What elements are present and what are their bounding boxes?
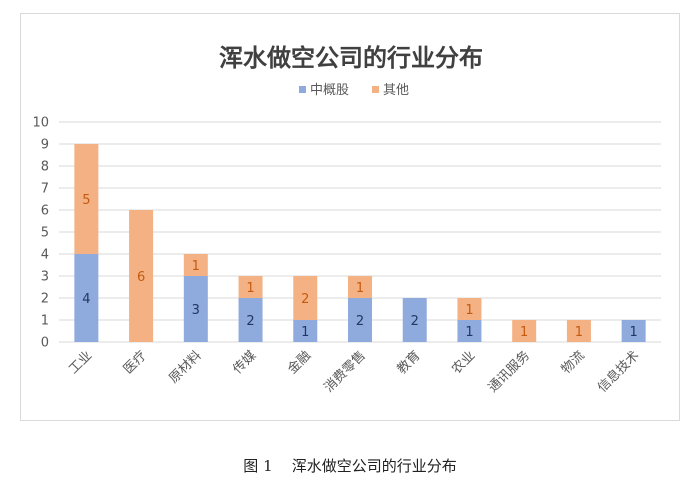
x-axis: 工业 医疗 原材料 传媒 金融 消费零售 教育 农业 通讯服务 物流 信息技术 [66, 348, 642, 396]
bar-segment [457, 298, 482, 320]
data-label: 3 [192, 303, 200, 318]
data-label: 1 [356, 281, 364, 296]
legend-swatch [299, 86, 306, 93]
data-label: 1 [192, 259, 200, 274]
data-label: 1 [465, 325, 473, 340]
x-category-label: 通讯服务 [485, 348, 533, 396]
data-label: 2 [301, 292, 309, 307]
chart-canvas: 浑水做空公司的行业分布 中概股 其他 0 1 2 3 4 5 6 7 8 9 10 4 5 6 3 1 2 1 1 2… [32, 44, 661, 396]
data-label: 1 [246, 281, 254, 296]
bar-segment [348, 276, 372, 298]
x-category-label: 物流 [559, 348, 588, 377]
figure-caption: 图 1 浑水做空公司的行业分布 [0, 455, 700, 476]
data-label: 1 [301, 325, 309, 340]
data-label: 6 [137, 270, 145, 285]
bar-segment [621, 320, 646, 342]
data-label: 2 [246, 314, 254, 329]
y-tick-label: 5 [41, 226, 49, 241]
x-category-label: 农业 [449, 348, 478, 377]
data-label: 1 [520, 325, 528, 340]
x-category-label: 工业 [66, 348, 95, 377]
data-label: 1 [629, 325, 637, 340]
data-label: 5 [82, 193, 90, 208]
x-category-label: 原材料 [166, 348, 204, 386]
bar-segment [348, 298, 372, 342]
legend-label: 中概股 [310, 83, 349, 98]
y-tick-label: 9 [41, 138, 49, 153]
y-tick-label: 0 [41, 336, 49, 351]
data-labels: 4 5 6 3 1 2 1 1 2 2 1 2 1 1 1 1 1 [82, 193, 638, 340]
bar-segment [238, 276, 263, 298]
bar-segment [457, 320, 482, 342]
bar-segment [293, 320, 318, 342]
data-label: 1 [575, 325, 583, 340]
y-tick-label: 4 [41, 248, 49, 263]
bar-segment [402, 298, 427, 342]
x-category-label: 信息技术 [594, 348, 642, 396]
legend: 中概股 其他 [299, 83, 409, 98]
bar-segment [512, 320, 537, 342]
x-category-label: 医疗 [121, 348, 150, 377]
bar-segment [74, 144, 99, 254]
x-category-label: 金融 [284, 348, 314, 378]
legend-swatch [372, 86, 379, 93]
gridlines [59, 121, 661, 343]
data-label: 4 [82, 292, 90, 307]
figure-caption-text: 浑水做空公司的行业分布 [291, 457, 457, 475]
bars [74, 144, 646, 342]
x-category-label: 教育 [394, 348, 424, 378]
legend-label: 其他 [383, 83, 409, 98]
bar-segment [183, 254, 208, 276]
bar-segment [293, 276, 318, 320]
y-tick-label: 3 [41, 270, 49, 285]
data-label: 2 [411, 314, 419, 329]
bar-segment [183, 276, 208, 342]
y-tick-label: 10 [32, 116, 49, 131]
y-tick-label: 8 [41, 160, 49, 175]
y-tick-label: 7 [41, 182, 49, 197]
y-tick-label: 6 [41, 204, 49, 219]
y-tick-label: 1 [41, 314, 49, 329]
y-tick-label: 2 [41, 292, 49, 307]
bar-segment [566, 320, 591, 342]
bar-segment [74, 254, 99, 342]
x-category-label: 消费零售 [321, 348, 369, 396]
data-label: 2 [356, 314, 364, 329]
figure-number: 图 1 [243, 457, 273, 475]
x-category-label: 传媒 [230, 348, 259, 377]
bar-segment [129, 210, 154, 342]
y-axis: 0 1 2 3 4 5 6 7 8 9 10 [32, 116, 49, 351]
chart-title: 浑水做空公司的行业分布 [219, 44, 483, 72]
data-label: 1 [465, 303, 473, 318]
chart-frame: 浑水做空公司的行业分布 中概股 其他 0 1 2 3 4 5 6 7 8 9 10 4 5 6 3 1 2 1 1 2… [20, 13, 680, 421]
bar-segment [238, 298, 263, 342]
